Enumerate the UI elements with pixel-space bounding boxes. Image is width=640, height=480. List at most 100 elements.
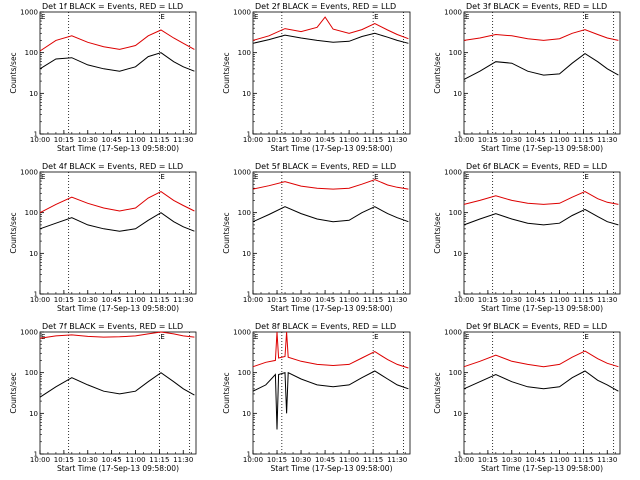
x-tick-label: 10:15 [478,456,498,464]
x-tick-label: 11:30 [173,456,193,464]
panel-title: Det 2f BLACK = Events, RED = LLD [255,2,396,11]
y-tick-label: 1000 [20,9,38,17]
plot-frame [39,331,197,455]
y-tick-label: 1 [34,451,38,459]
y-tick-label: 1000 [233,169,251,177]
x-tick-label: 10:00 [243,296,263,304]
x-axis-label: Start Time (17-Sep-13 09:58:00) [57,464,179,473]
series-line-lld [463,191,619,205]
y-tick-label: 1 [458,131,462,139]
series-line-events [39,212,195,232]
x-tick-label: 10:30 [291,136,311,144]
y-tick-label: 100 [25,369,38,377]
x-axis-label: Start Time (17-Sep-13 09:58:00) [57,304,179,313]
y-tick-label: 10 [242,90,251,98]
e-marker: E [465,333,469,341]
x-tick-label: 11:15 [573,456,593,464]
e-marker: E [160,173,164,181]
e-marker: E [584,13,588,21]
x-tick-label: 10:45 [315,136,335,144]
x-tick-label: 11:00 [125,296,145,304]
y-tick-label: 100 [449,49,462,57]
y-tick-label: 10 [453,90,462,98]
y-tick-label: 1000 [20,329,38,337]
x-tick-label: 10:30 [502,456,522,464]
plot-frame [463,171,621,295]
x-tick-label: 11:30 [387,296,407,304]
e-marker: E [160,13,164,21]
series-line-events [252,370,409,430]
x-tick-label: 10:15 [54,456,74,464]
series-line-lld [463,350,619,368]
plot-frame [39,11,197,135]
series-line-lld [463,29,619,41]
x-tick-label: 11:15 [573,296,593,304]
series-line-lld [252,179,409,190]
x-tick-label: 11:30 [597,296,617,304]
y-tick-label: 10 [242,250,251,258]
x-tick-label: 11:15 [149,296,169,304]
x-tick-label: 10:00 [30,136,50,144]
y-tick-label: 100 [238,49,251,57]
x-tick-label: 10:45 [526,136,546,144]
x-tick-label: 10:30 [502,136,522,144]
series-line-lld [252,16,409,41]
panel-title: Det 1f BLACK = Events, RED = LLD [42,2,183,11]
y-tick-label: 1000 [444,329,462,337]
y-tick-label: 10 [242,410,251,418]
x-tick-label: 11:15 [363,296,383,304]
panel-title: Det 4f BLACK = Events, RED = LLD [42,162,183,171]
plot-frame [463,11,621,135]
x-tick-label: 11:00 [339,456,359,464]
x-tick-label: 10:00 [30,296,50,304]
x-tick-label: 10:45 [102,456,122,464]
e-marker: E [374,333,378,341]
x-tick-label: 10:30 [291,296,311,304]
e-marker: E [41,173,45,181]
x-tick-label: 11:15 [363,456,383,464]
x-tick-label: 11:30 [173,136,193,144]
x-tick-label: 10:45 [102,136,122,144]
y-tick-label: 1000 [444,169,462,177]
x-axis-label: Start Time (17-Sep-13 09:58:00) [271,304,393,313]
x-tick-label: 10:00 [30,456,50,464]
x-tick-label: 10:15 [267,136,287,144]
series-line-events [252,206,409,223]
x-tick-label: 10:45 [315,456,335,464]
x-tick-label: 11:00 [549,296,569,304]
x-tick-label: 11:30 [173,296,193,304]
y-tick-label: 1 [458,451,462,459]
e-marker: E [254,173,258,181]
y-tick-label: 10 [29,250,38,258]
x-tick-label: 10:00 [454,296,474,304]
plot-frame [39,171,197,295]
y-tick-label: 10 [453,250,462,258]
x-tick-label: 11:15 [149,456,169,464]
x-tick-label: 10:30 [78,456,98,464]
x-tick-label: 10:00 [454,456,474,464]
series-line-events [463,370,619,392]
x-tick-label: 11:15 [149,136,169,144]
y-axis-label: Counts/sec [433,372,442,413]
series-line-events [463,208,619,226]
panel-title: Det 8f BLACK = Events, RED = LLD [255,322,396,331]
plot-frame [252,171,411,295]
y-tick-label: 1000 [233,9,251,17]
y-tick-label: 100 [25,49,38,57]
y-axis-label: Counts/sec [433,212,442,253]
y-tick-label: 1 [247,131,251,139]
panel-title: Det 3f BLACK = Events, RED = LLD [466,2,607,11]
x-axis-label: Start Time (17-Sep-13 09:58:00) [481,304,603,313]
panel-title: Det 7f BLACK = Events, RED = LLD [42,322,183,331]
x-tick-label: 10:30 [78,296,98,304]
x-tick-label: 10:30 [78,136,98,144]
x-tick-label: 11:30 [597,456,617,464]
x-tick-label: 10:15 [54,136,74,144]
y-tick-label: 1000 [233,329,251,337]
